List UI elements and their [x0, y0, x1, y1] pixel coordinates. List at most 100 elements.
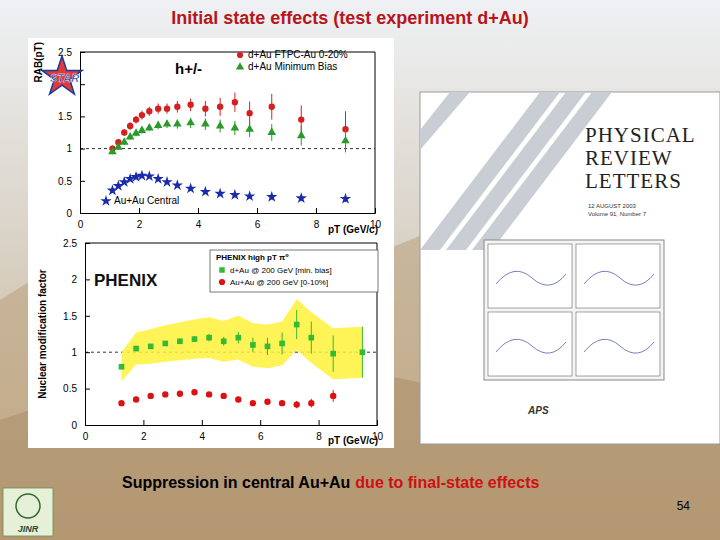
slide-title: Initial state effects (test experiment d… [171, 8, 529, 28]
point [340, 193, 351, 204]
point [298, 116, 304, 122]
cover-squiggle [584, 339, 654, 353]
tick-label: 1.5 [58, 111, 72, 122]
systematic-band [122, 299, 363, 381]
tick: 1 [66, 143, 85, 154]
tick-label: 0 [71, 420, 77, 431]
slide: Initial state effects (test experiment d… [0, 0, 720, 540]
point [250, 400, 256, 406]
caption-part: due to final-state effects [355, 474, 539, 491]
tick: 0 [66, 208, 85, 219]
cover-stripe [446, 92, 586, 250]
tick: 0 [71, 420, 90, 431]
point [232, 99, 238, 105]
frame [375, 52, 376, 213]
tick: 1.5 [63, 311, 90, 322]
cover-subfigure [488, 244, 572, 308]
point [121, 129, 127, 135]
tick-label: 8 [316, 431, 322, 442]
point [185, 183, 196, 194]
cover-squiggle [496, 339, 566, 353]
tick-label: 0 [83, 431, 89, 442]
y-axis-title: Nuclear modification factor [37, 269, 48, 399]
cover-subfigure [488, 312, 572, 376]
tick-label: 1 [66, 143, 72, 154]
point [202, 105, 208, 111]
cover-date: 12 AUGUST 2003 [588, 203, 637, 209]
point [177, 391, 183, 397]
point [235, 335, 241, 341]
journal-cover: PHYSICALREVIEWLETTERS12 AUGUST 2003Volum… [420, 92, 720, 444]
tick-label: 2 [137, 219, 143, 230]
tick-mark [85, 279, 90, 280]
point [330, 393, 336, 399]
reference-line [80, 148, 375, 149]
point [164, 105, 170, 111]
tick-mark [80, 52, 85, 53]
tick-label: 1 [71, 347, 77, 358]
tick: 8 [316, 420, 322, 442]
point [264, 399, 270, 405]
tick-label: 2.5 [63, 238, 77, 249]
cover-masthead: REVIEW [585, 146, 673, 170]
chart-title: STAR [50, 72, 79, 84]
plot-area [80, 93, 375, 204]
tick: 2 [141, 420, 147, 442]
tick-label: 0 [66, 208, 72, 219]
tick: 2 [137, 208, 143, 230]
point [296, 192, 307, 203]
tick-mark [85, 352, 90, 353]
point [294, 322, 300, 328]
point [229, 189, 240, 200]
point [297, 131, 306, 138]
point [133, 346, 139, 352]
cover-subfigure [576, 312, 660, 376]
tick-mark [85, 425, 90, 426]
x-axis-title: pT (GeV/c) [328, 224, 378, 235]
caption-part: Suppression in central Au+Au [122, 474, 350, 491]
point [148, 393, 154, 399]
point [155, 105, 161, 111]
point [192, 336, 198, 342]
legend-marker [237, 52, 243, 58]
legend-marker [219, 279, 225, 285]
point [127, 123, 133, 129]
tick: 1 [71, 347, 90, 358]
page-number: 54 [677, 499, 691, 513]
tick-label: 8 [314, 219, 320, 230]
legend-label: d+Au @ 200 GeV [min. bias] [230, 266, 332, 275]
legend-label: Au+Au Central [114, 195, 179, 206]
point [201, 119, 210, 126]
tick: 8 [314, 208, 320, 230]
point [173, 119, 182, 126]
point [221, 393, 227, 399]
tick-mark [143, 420, 144, 425]
tick-label: 4 [200, 431, 206, 442]
logo-emblem [16, 494, 40, 518]
point [154, 120, 163, 127]
cover-squiggle [496, 271, 566, 285]
cover-publisher: APS [527, 405, 549, 416]
point [118, 400, 124, 406]
plot-area [85, 299, 377, 408]
tick-mark [260, 420, 261, 425]
point [206, 335, 212, 341]
cover-figure [484, 240, 664, 380]
point [162, 341, 168, 347]
legend-entry: d+Au @ 200 GeV [min. bias] [219, 266, 331, 275]
point [250, 342, 256, 348]
tick-mark [139, 208, 140, 213]
cover-stripe [420, 92, 470, 150]
point [217, 104, 223, 110]
cover-page [420, 92, 720, 444]
point [133, 396, 139, 402]
tick-mark [80, 149, 85, 150]
point [119, 364, 125, 370]
tick-label: 4 [196, 219, 202, 230]
point [144, 170, 155, 181]
tick: 2.5 [63, 238, 90, 249]
legend-marker [100, 195, 111, 206]
tick-label: 1.5 [63, 311, 77, 322]
point [187, 102, 193, 108]
point [245, 124, 254, 131]
